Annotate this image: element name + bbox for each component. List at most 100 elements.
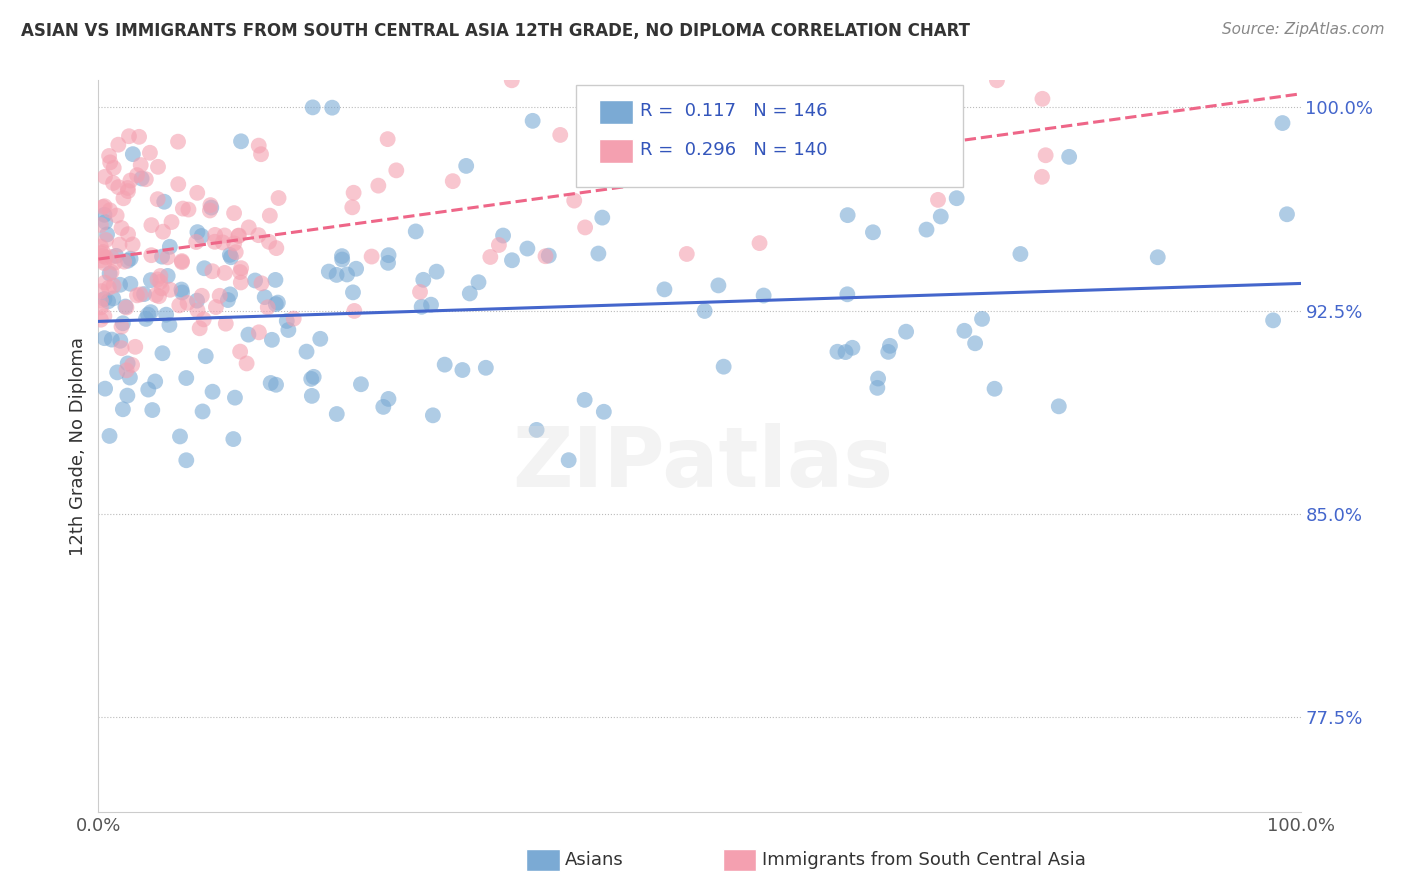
Point — [177, 202, 200, 217]
Point — [201, 264, 224, 278]
Point — [117, 389, 139, 403]
Point — [121, 147, 143, 161]
Point — [91, 244, 114, 259]
Text: R =  0.296   N = 140: R = 0.296 N = 140 — [640, 141, 827, 159]
Point — [157, 318, 180, 332]
Point — [156, 250, 179, 264]
Point — [146, 192, 169, 206]
Point — [537, 249, 560, 263]
Point — [94, 382, 117, 396]
Point — [492, 228, 515, 243]
Point — [114, 300, 136, 314]
Point — [501, 253, 523, 268]
Point — [103, 278, 125, 293]
Text: ASIAN VS IMMIGRANTS FROM SOUTH CENTRAL ASIA 12TH GRADE, NO DIPLOMA CORRELATION C: ASIAN VS IMMIGRANTS FROM SOUTH CENTRAL A… — [21, 22, 970, 40]
Point — [128, 129, 150, 144]
Point — [837, 208, 859, 222]
Point — [247, 138, 270, 153]
Point — [247, 228, 270, 243]
Point — [367, 178, 389, 193]
Point — [526, 423, 548, 437]
Point — [321, 101, 343, 115]
Point — [156, 268, 179, 283]
Point — [98, 429, 121, 443]
Point — [141, 403, 163, 417]
Text: Asians: Asians — [565, 851, 624, 869]
Point — [169, 429, 191, 443]
Point — [111, 316, 134, 330]
Point — [557, 453, 579, 467]
Point — [256, 301, 278, 315]
Point — [706, 117, 728, 131]
Point — [90, 312, 112, 326]
Point — [330, 249, 353, 263]
Point — [894, 325, 917, 339]
Point — [93, 309, 115, 323]
Point — [98, 203, 121, 218]
Point — [693, 304, 716, 318]
Point — [250, 277, 273, 291]
Point — [377, 248, 399, 262]
Point — [97, 280, 120, 294]
Point — [159, 283, 181, 297]
Point — [107, 137, 129, 152]
Point — [98, 149, 121, 163]
Point — [516, 242, 538, 256]
Point — [94, 233, 117, 247]
Point — [343, 186, 366, 200]
Point — [104, 255, 127, 269]
Point — [117, 227, 139, 242]
Point — [170, 255, 193, 269]
Text: Source: ZipAtlas.com: Source: ZipAtlas.com — [1222, 22, 1385, 37]
Point — [172, 202, 194, 216]
Point — [344, 261, 367, 276]
Point — [217, 293, 239, 307]
Point — [231, 261, 253, 276]
Point — [135, 172, 157, 186]
Point — [411, 300, 433, 314]
Point — [475, 360, 498, 375]
Point — [456, 159, 478, 173]
Point — [224, 391, 246, 405]
Point — [120, 277, 142, 291]
Point — [748, 236, 770, 251]
Point — [588, 246, 610, 260]
Point — [152, 225, 174, 239]
Point — [146, 160, 169, 174]
Point — [160, 215, 183, 229]
Point — [301, 389, 323, 403]
Point — [193, 261, 215, 276]
Point — [90, 239, 112, 253]
Point — [336, 268, 359, 282]
Point — [707, 278, 730, 293]
Point — [229, 265, 252, 279]
Point — [191, 289, 214, 303]
Point — [591, 211, 613, 225]
Point — [219, 287, 242, 301]
Point — [276, 314, 298, 328]
Point — [93, 199, 115, 213]
Point — [139, 305, 162, 319]
Point — [214, 228, 236, 243]
Point — [600, 136, 623, 150]
Point — [299, 372, 322, 386]
Point — [1047, 400, 1070, 414]
Point — [153, 194, 176, 209]
Point — [243, 273, 266, 287]
Point — [929, 210, 952, 224]
Point — [152, 346, 174, 360]
Point — [350, 377, 373, 392]
Point — [1010, 247, 1032, 261]
Point — [149, 268, 172, 283]
Point — [301, 100, 323, 114]
Point — [120, 173, 142, 187]
Point — [219, 250, 242, 264]
Point — [141, 218, 163, 232]
Point — [174, 453, 197, 467]
Point — [211, 235, 233, 250]
Point — [264, 273, 287, 287]
Point — [377, 132, 399, 146]
Point — [121, 358, 143, 372]
Point — [91, 249, 114, 263]
Point — [238, 327, 260, 342]
